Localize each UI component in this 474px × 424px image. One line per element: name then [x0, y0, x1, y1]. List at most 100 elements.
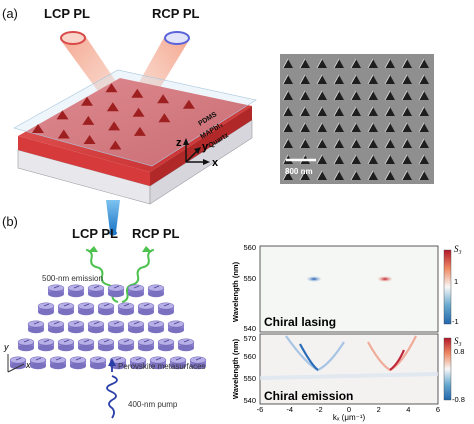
sem-triangle: [351, 155, 361, 164]
sem-triangle: [300, 91, 310, 100]
sem-triangle: [419, 107, 429, 116]
bottom-xtick: -6: [257, 405, 264, 414]
triangle-hole: [105, 83, 118, 93]
sem-triangle: [385, 91, 395, 100]
top-map-title: Chiral lasing: [264, 315, 336, 329]
triangle-hole: [57, 129, 70, 139]
triangle-hole: [82, 115, 95, 125]
sem-triangle: [300, 123, 310, 132]
perovskite-disk-array: [9, 284, 207, 370]
slab-top: [18, 78, 252, 172]
sem-triangle: [300, 139, 310, 148]
lcp-pl-label-a: LCP PL: [44, 6, 90, 21]
sem-triangle: [368, 171, 378, 180]
sem-triangle: [334, 107, 344, 116]
triangle-hole: [132, 107, 145, 117]
sem-triangle: [283, 123, 293, 132]
sem-triangle: [334, 91, 344, 100]
sem-triangle: [419, 139, 429, 148]
sem-triangle: [419, 59, 429, 68]
top-colorbar-min: -1: [452, 317, 459, 326]
sem-triangle: [317, 91, 327, 100]
emission-dispersion: [259, 335, 439, 380]
bottom-map-frame: [259, 333, 439, 405]
sem-triangle: [385, 75, 395, 84]
top-ytick-540: 540: [243, 324, 256, 333]
sem-triangle: [368, 139, 378, 148]
sem-triangle: [334, 171, 344, 180]
top-ytick-560: 560: [243, 243, 256, 252]
panel-b-label: (b): [2, 214, 18, 229]
bottom-ytick-560: 560: [243, 352, 256, 361]
triangle-hole: [182, 99, 195, 109]
bottom-ylabel: Wavelength (nm): [231, 338, 240, 399]
lcp-pl-label-b: LCP PL: [72, 226, 118, 241]
sem-triangle: [283, 75, 293, 84]
bottom-colorbar-max: 0.8: [454, 347, 464, 356]
top-ytick-550: 550: [243, 274, 256, 283]
sem-triangle: [283, 59, 293, 68]
metasurface-schematic: y x: [3, 246, 207, 419]
rcp-pl-label-a: RCP PL: [152, 6, 200, 21]
lasing-spot-red: [377, 276, 393, 282]
sem-triangle: [283, 171, 293, 180]
panel-a-label: (a): [2, 6, 18, 21]
bottom-map-title: Chiral emission: [264, 389, 353, 403]
sem-image: 800 nm: [280, 54, 434, 184]
sem-triangle: [402, 59, 412, 68]
sem-triangle: [351, 123, 361, 132]
sem-triangle: [300, 59, 310, 68]
sem-triangle: [385, 107, 395, 116]
triangle-hole: [108, 121, 121, 131]
axis-x-label-b: x: [25, 360, 31, 370]
slab-red-right: [150, 106, 252, 186]
axis-y-label: y: [202, 141, 209, 153]
triangle-hole: [32, 124, 44, 133]
sem-triangle: [351, 139, 361, 148]
triangle-hole: [157, 94, 170, 104]
sem-triangle: [368, 75, 378, 84]
pump-spot: [109, 230, 117, 236]
sem-triangle: [351, 59, 361, 68]
sem-triangle: [300, 171, 310, 180]
pdms-layer: [13, 69, 257, 167]
sem-triangle: [351, 91, 361, 100]
lcp-aperture: [60, 31, 86, 45]
axis-x-label: x: [212, 157, 219, 169]
sem-triangle: [283, 107, 293, 116]
sem-triangle: [317, 139, 327, 148]
sem-triangle: [385, 123, 395, 132]
sem-triangle: [419, 75, 429, 84]
bottom-xtick: -2: [316, 405, 323, 414]
sem-triangle: [351, 107, 361, 116]
triangle-hole: [81, 96, 93, 106]
sem-triangle: [351, 75, 361, 84]
sem-triangle: [300, 75, 310, 84]
triangle-hole: [133, 126, 146, 136]
triangle-hole: [131, 88, 144, 98]
sem-triangle: [317, 155, 327, 164]
sem-triangle: [385, 59, 395, 68]
rcp-aperture: [164, 31, 190, 45]
sem-triangle: [402, 75, 412, 84]
sem-triangle: [419, 171, 429, 180]
axes-a: [183, 138, 210, 165]
sem-triangle: [385, 139, 395, 148]
bottom-xtick: 0: [347, 405, 351, 414]
sem-triangle: [334, 123, 344, 132]
top-colorbar-max: 1: [454, 277, 458, 286]
rcp-pl-label-b: RCP PL: [132, 226, 180, 241]
pump-label: 400-nm pump: [128, 400, 178, 409]
triangle-hole: [56, 110, 69, 120]
triangle-hole: [158, 113, 171, 123]
sem-triangle: [317, 75, 327, 84]
sem-triangle: [300, 107, 310, 116]
top-ylabel: Wavelength (nm): [231, 261, 240, 322]
rcp-emission-wave: [121, 248, 155, 303]
sem-triangle: [385, 155, 395, 164]
sem-triangle: [317, 171, 327, 180]
triangle-hole: [83, 135, 96, 144]
slab-red-front: [18, 136, 150, 186]
s3-maps: Chiral lasing Wavelength (nm) 560 550 54…: [231, 243, 465, 422]
pump-wave: [106, 375, 118, 419]
